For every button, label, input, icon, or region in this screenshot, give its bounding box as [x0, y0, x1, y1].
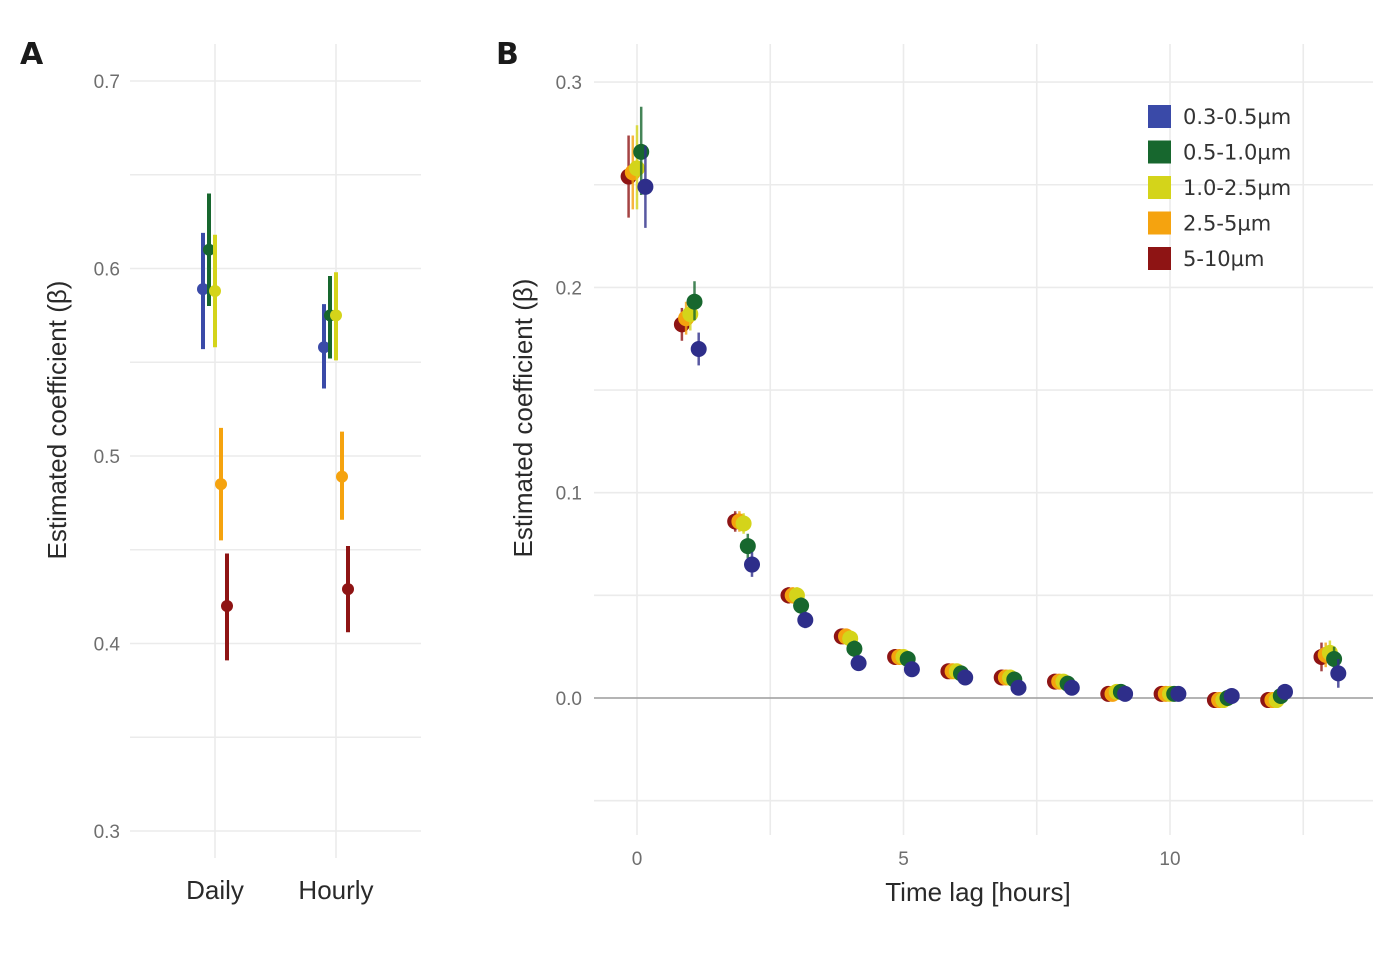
data-point [690, 340, 707, 357]
data-point [1326, 650, 1343, 667]
x-tick-label: 10 [1159, 849, 1180, 870]
panel-a-y-axis-title: Estimated coefficient (β) [42, 281, 72, 560]
panel-b-gridlines [594, 44, 1373, 835]
data-point [735, 515, 752, 532]
data-point [850, 655, 867, 672]
y-tick-label: 0.5 [94, 447, 120, 468]
data-point [318, 341, 330, 354]
y-tick-label: 0.1 [556, 484, 582, 505]
data-point [633, 143, 650, 160]
legend-swatch [1148, 140, 1171, 164]
legend: 0.3-0.5µm 0.5-1.0µm 1.0-2.5µm 2.5-5µm 5-10µm [1148, 105, 1291, 271]
panel-a-marks [197, 193, 354, 661]
y-tick-label: 0.2 [556, 278, 582, 299]
legend-label: 0.3-0.5µm [1183, 105, 1291, 129]
data-point [957, 669, 974, 686]
x-tick-label: 5 [898, 849, 909, 870]
data-point [637, 178, 654, 195]
y-tick-label: 0.6 [94, 260, 120, 281]
data-point [1330, 665, 1347, 682]
panel-a-x-tick-labels: Daily Hourly [186, 875, 373, 905]
data-point [629, 160, 645, 177]
data-point [197, 283, 209, 296]
legend-swatch [1148, 211, 1171, 235]
data-point [797, 611, 814, 628]
data-point [1223, 687, 1240, 704]
data-point [342, 583, 354, 596]
panel-a: A 0.3 0.4 0.5 0.6 0.7 Daily Hourly Estimated … [20, 37, 421, 905]
data-point [336, 470, 348, 483]
data-point [903, 661, 920, 678]
data-point [203, 243, 215, 256]
legend-label: 2.5-5µm [1183, 212, 1271, 236]
legend-swatch [1148, 176, 1171, 199]
panel-b-label: B [496, 37, 519, 72]
legend-label: 5-10µm [1183, 247, 1264, 271]
data-point [1117, 685, 1134, 702]
y-tick-label: 0.3 [94, 822, 120, 843]
panel-b-x-tick-labels: 0 5 10 [632, 849, 1181, 870]
data-point [1277, 683, 1293, 700]
y-tick-label: 0.0 [556, 689, 582, 710]
x-tick-label: Daily [186, 875, 244, 905]
legend-swatch [1148, 105, 1171, 128]
data-point [793, 597, 810, 614]
panel-a-y-tick-labels: 0.3 0.4 0.5 0.6 0.7 [94, 72, 121, 843]
data-point [1010, 679, 1027, 696]
panel-a-label: A [20, 37, 44, 72]
data-point [221, 600, 233, 612]
data-point [739, 538, 756, 555]
panel-b-marks [620, 106, 1347, 709]
panel-b: B 0.0 0.1 0.2 0.3 0 5 10 Estimated coefficien… [496, 37, 1373, 907]
legend-label: 0.5-1.0µm [1183, 141, 1291, 165]
data-point [846, 640, 863, 657]
legend-swatch [1148, 247, 1171, 270]
data-point [1170, 685, 1187, 702]
panel-a-gridlines [130, 44, 421, 858]
panel-b-y-tick-labels: 0.0 0.1 0.2 0.3 [556, 73, 582, 710]
panel-b-y-axis-title: Estimated coefficient (β) [508, 279, 538, 558]
data-point [744, 556, 760, 573]
legend-label: 1.0-2.5µm [1183, 176, 1291, 200]
data-point [686, 293, 703, 310]
data-point [330, 309, 342, 322]
data-point [1063, 679, 1080, 696]
panel-b-x-axis-title: Time lag [hours] [885, 877, 1070, 907]
x-tick-label: 0 [632, 849, 643, 870]
data-point [209, 285, 221, 297]
x-tick-label: Hourly [298, 875, 373, 905]
y-tick-label: 0.4 [94, 635, 121, 656]
y-tick-label: 0.7 [94, 72, 120, 93]
data-point [215, 478, 227, 491]
y-tick-label: 0.3 [556, 73, 582, 94]
